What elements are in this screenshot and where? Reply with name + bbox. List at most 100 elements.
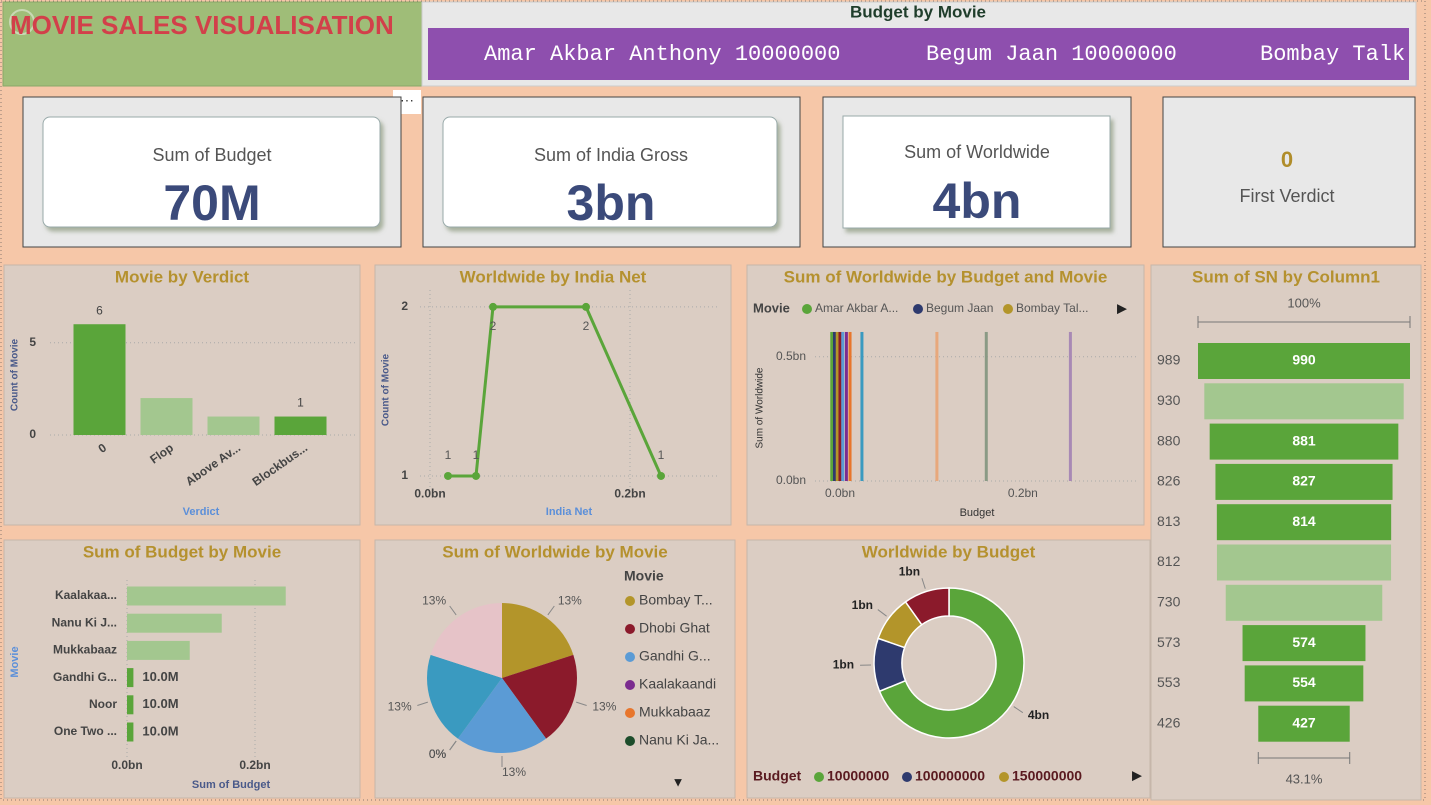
ticker-item: Amar Akbar Anthony 10000000	[484, 42, 840, 67]
legend-swatch	[625, 596, 635, 606]
legend-label: Gandhi G...	[639, 648, 711, 664]
data-label: 0%	[429, 747, 447, 761]
legend-swatch	[999, 772, 1009, 782]
chart-title: Worldwide by India Net	[460, 267, 647, 286]
point	[489, 302, 497, 311]
funnel-bar	[1244, 665, 1364, 702]
bar	[140, 398, 193, 435]
category-label: 730	[1157, 594, 1181, 610]
card	[842, 115, 1111, 229]
y-axis-label: Count of Movie	[381, 353, 392, 426]
data-label: 10.0M	[142, 669, 178, 684]
legend-label: Bombay Tal...	[1016, 301, 1088, 315]
bar	[127, 668, 134, 688]
card-label: First Verdict	[1239, 186, 1334, 206]
ticker-items: Amar Akbar Anthony 10000000 Begum Jaan 1…	[484, 42, 1405, 67]
data-label: 0%	[429, 747, 447, 761]
bar	[127, 722, 134, 742]
ticker-item: Begum Jaan 10000000	[926, 42, 1177, 67]
legend-more[interactable]: ▼	[672, 774, 685, 789]
bar	[835, 331, 839, 481]
bar	[207, 416, 260, 435]
header-box	[2, 1, 423, 87]
y-tick-label: Nanu Ki J...	[52, 615, 117, 629]
bar	[274, 416, 327, 435]
x-axis-label: India Net	[546, 506, 593, 518]
card-value: 4bn	[933, 173, 1022, 229]
bar	[935, 331, 939, 481]
x-tick-label: 0.2bn	[239, 758, 270, 772]
y-tick-label: Noor	[89, 697, 117, 711]
more-icon[interactable]: ···	[400, 92, 414, 108]
bar	[127, 613, 222, 633]
category-label: 989	[1157, 352, 1181, 368]
funnel-bar	[1225, 584, 1383, 621]
y-tick-label: 0.5bn	[776, 349, 806, 363]
slice	[427, 654, 502, 739]
data-label: 881	[1292, 432, 1316, 448]
data-label: 2	[490, 319, 497, 333]
chart-title: Movie by Verdict	[115, 267, 249, 286]
legend-label: Kaalakaandi	[639, 676, 716, 692]
point	[444, 471, 452, 480]
leader-line	[1013, 706, 1024, 714]
leader-line	[877, 609, 887, 617]
data-label: 574	[1292, 634, 1316, 650]
data-label: 13%	[422, 593, 446, 607]
legend-title: Movie	[753, 300, 790, 315]
category-label: 553	[1157, 674, 1181, 690]
data-label: 0%	[429, 747, 447, 761]
y-axis-label: Movie	[9, 646, 21, 677]
legend-swatch	[802, 304, 812, 314]
bar	[848, 331, 852, 481]
bar	[830, 331, 834, 481]
chart-title: Worldwide by Budget	[862, 542, 1036, 561]
x-tick-label: 0.0bn	[414, 487, 445, 501]
legend-swatch	[625, 708, 635, 718]
ticker-title: Budget by Movie	[850, 2, 986, 21]
bar	[73, 324, 126, 435]
data-label: 13%	[388, 700, 412, 714]
bar	[841, 331, 845, 481]
data-label: 1	[658, 448, 665, 462]
data-label: 814	[1292, 513, 1316, 529]
legend-label: Bombay T...	[639, 592, 713, 608]
bar	[838, 331, 842, 481]
funnel-bar	[1215, 463, 1393, 500]
legend-next[interactable]: ▶	[1132, 767, 1142, 782]
category-label: 930	[1157, 392, 1181, 408]
data-label: 1bn	[833, 658, 854, 672]
card-value: 3bn	[567, 175, 656, 231]
legend-swatch	[1003, 304, 1013, 314]
y-tick-label: 2	[401, 299, 408, 313]
legend-swatch	[625, 736, 635, 746]
legend-swatch	[913, 304, 923, 314]
funnel-bottom-bracket	[1257, 752, 1351, 764]
data-label: 13%	[558, 593, 582, 607]
x-tick-label: 0.2bn	[1008, 486, 1038, 500]
data-label: 827	[1292, 473, 1316, 489]
y-tick-label: 0.0bn	[776, 473, 806, 487]
bar	[1068, 331, 1072, 481]
y-axis-label: Count of Movie	[10, 338, 21, 411]
bar	[127, 586, 286, 606]
funnel-top-bracket	[1197, 316, 1411, 328]
legend-label: Dhobi Ghat	[639, 620, 710, 636]
data-label: 1bn	[852, 598, 873, 612]
card-label: Sum of India Gross	[534, 145, 688, 165]
point	[657, 471, 665, 480]
x-axis-label: Budget	[960, 507, 995, 519]
leader-line	[417, 701, 428, 706]
y-tick-label: 0	[29, 427, 36, 441]
y-tick-label: Mukkabaaz	[53, 643, 117, 657]
category-label: 826	[1157, 473, 1181, 489]
bar	[127, 640, 190, 660]
point	[472, 471, 480, 480]
legend-next[interactable]: ▶	[1117, 300, 1127, 315]
slice	[502, 603, 574, 678]
card	[442, 116, 778, 228]
slice	[878, 587, 1025, 739]
y-tick-label: One Two ...	[54, 724, 117, 738]
funnel-bottom-label: 43.1%	[1286, 771, 1323, 786]
bar	[844, 331, 848, 481]
